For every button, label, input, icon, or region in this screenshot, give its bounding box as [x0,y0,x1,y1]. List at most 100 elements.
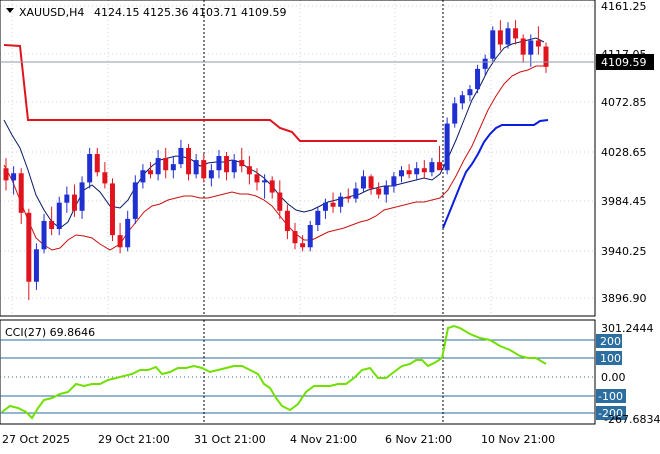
cci-line [1,324,547,420]
candle [391,172,397,193]
candle [33,243,39,290]
fast-ma-line [3,37,545,229]
candle [368,174,374,195]
candle-body-bear [239,160,245,167]
candle [284,204,290,240]
candle-body-bull [140,170,146,183]
candle [193,154,199,179]
candle [444,117,450,175]
candle-body-bear [49,220,55,230]
candle-body-bull [482,58,488,69]
symbol-label: XAUUSD,H4 [19,6,84,19]
candle [414,162,420,181]
ohlc-values: 4124.15 4125.36 4103.71 4109.59 [94,6,286,19]
candle [307,220,313,252]
candle-body-bull [414,168,420,175]
cci-axis-minus200: -200 [598,407,623,420]
candle-body-bull [452,103,458,124]
candle [231,154,237,179]
candle-body-bull [262,180,268,183]
candle [117,222,123,254]
candle [520,34,526,63]
candle-body-bear [368,176,374,189]
candle [11,166,17,195]
candle-body-bull [155,158,161,175]
candle-body-bear [102,172,108,184]
price-axis: 4161.25 4117.05 4072.85 4028.65 3984.45 … [596,0,654,305]
candle [437,145,443,171]
price-tick: 3940.25 [601,245,647,258]
candle-body-bear [543,46,549,67]
candle [71,184,77,217]
cci-label: CCI(27) 69.8646 [5,326,95,339]
candle [109,178,115,242]
candle [543,42,549,73]
candle-body-bear [406,170,412,175]
candle-body-bear [345,196,351,199]
candle-body-bear [277,192,283,211]
candle-body-bear [376,188,382,195]
candle-body-bull [398,170,404,177]
candle-body-bull [383,186,389,195]
candle-body-bull [467,89,473,96]
candle-body-bear [109,183,115,236]
candle-body-bull [178,147,184,165]
candle [300,235,306,252]
candle-body-bull [79,182,85,211]
current-price-box [596,54,654,70]
price-tick: 4161.25 [601,0,647,13]
candle-body-bull [125,218,131,248]
candle [452,97,458,128]
time-label: 31 Oct 21:00 [194,433,266,446]
time-axis: 27 Oct 2025 29 Oct 21:00 31 Oct 21:00 4 … [2,433,555,446]
candle [513,20,519,45]
candle [406,164,412,179]
candle [322,198,328,219]
candle [201,154,207,183]
candle [459,91,465,110]
candle-body-bear [148,170,154,175]
candle-body-bear [26,212,32,282]
candle [239,147,245,173]
candle-body-bear [284,210,290,232]
candle [208,164,214,187]
candle-body-bear [269,180,275,193]
blue-level-line [442,119,549,229]
candle-body-bear [437,162,443,171]
candle-body-bull [193,160,199,175]
candle [87,147,93,189]
level-box [596,334,622,348]
candle-body-bear [254,174,260,183]
current-price-label: 4109.59 [601,56,647,69]
candle-body-bull [322,202,328,211]
cci-axis-zero: 0.00 [601,371,626,384]
candle-body-bear [421,168,427,173]
candle-body-bear [71,194,77,211]
candle [490,26,496,63]
price-tick: 3896.90 [601,292,647,305]
time-label: 4 Nov 21:00 [290,433,357,446]
candle [269,176,275,199]
candle [94,147,100,177]
candle [41,213,47,254]
candle [224,151,230,181]
candle [254,168,260,191]
candle-body-bear [186,147,192,175]
candle-body-bull [444,123,450,171]
candle [56,196,62,236]
candle [383,180,389,203]
main-panel-border [0,0,596,317]
candle [178,139,184,169]
candle [246,156,252,185]
chevron-down-icon[interactable] [6,8,14,13]
cci-axis-max: 301.2444 [601,322,654,335]
level-box [596,406,626,420]
candle-body-bear [535,40,541,47]
candle-body-bull [429,162,435,173]
price-tick: 3984.45 [601,195,647,208]
candle [125,210,131,252]
candle-body-bull [132,182,138,219]
candle-body-bull [11,173,17,181]
candle-body-bull [391,176,397,187]
